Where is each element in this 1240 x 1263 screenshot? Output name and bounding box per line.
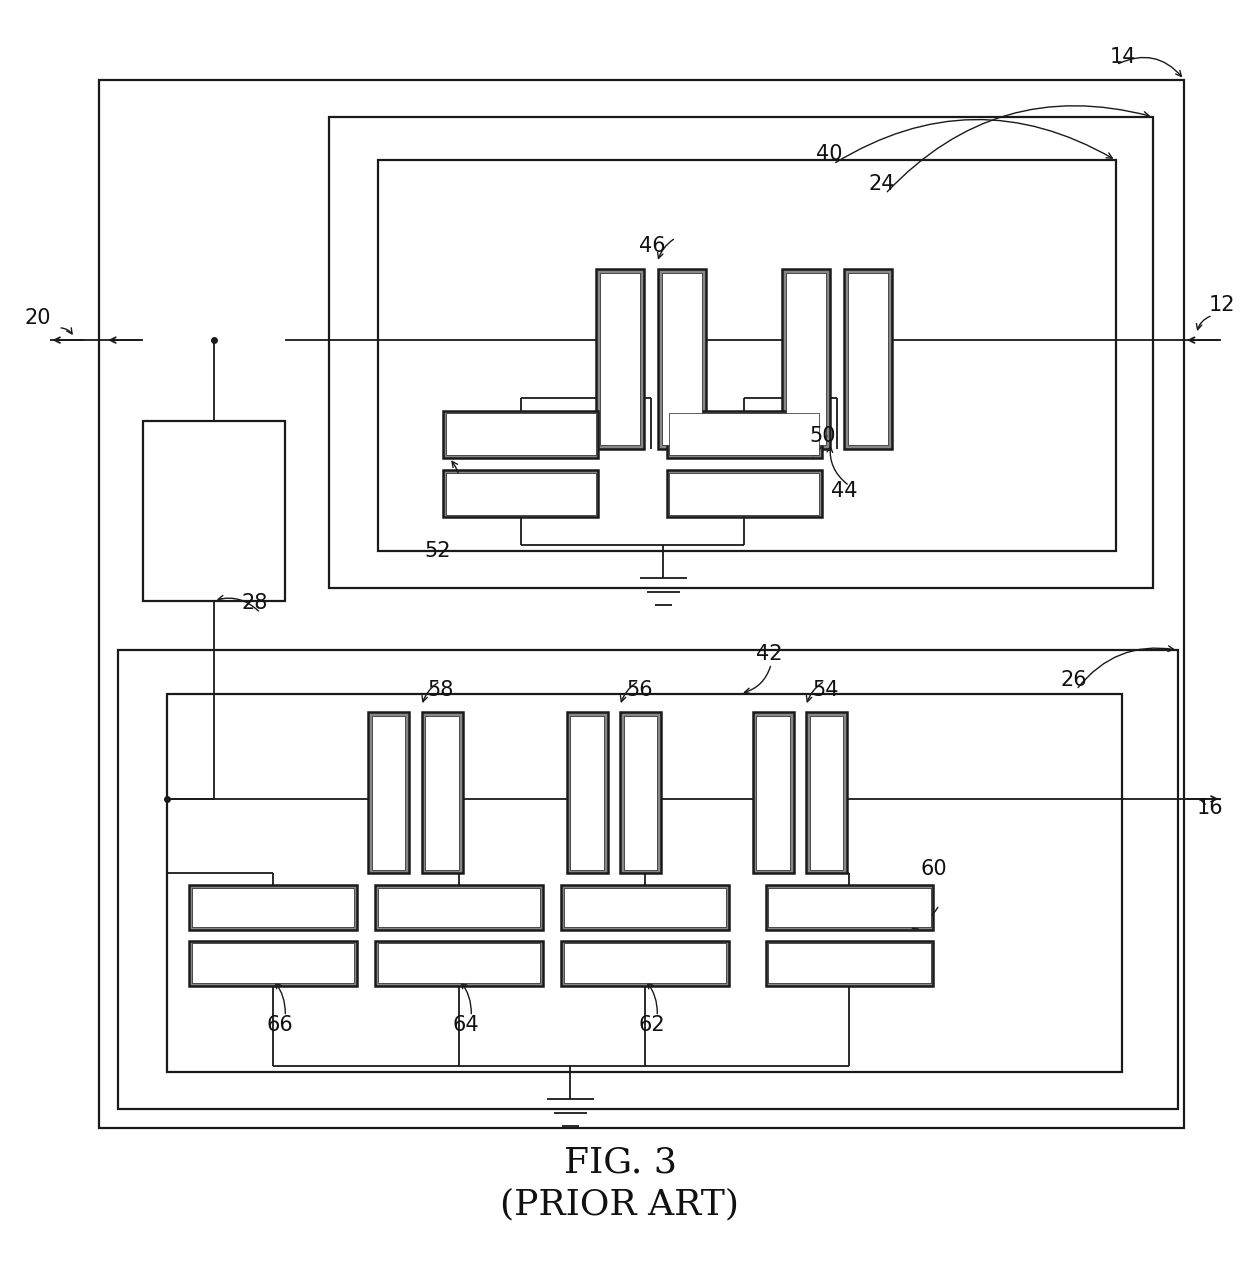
Bar [596,269,644,448]
Bar [446,413,595,456]
Text: 28: 28 [242,592,268,613]
Bar [567,712,608,873]
Bar [143,421,285,600]
Text: 26: 26 [1060,669,1086,690]
Bar [810,716,843,870]
Text: 50: 50 [808,426,836,446]
Bar [570,716,604,870]
Text: 60: 60 [920,859,947,879]
Bar [118,650,1178,1109]
Text: 52: 52 [424,541,451,561]
Bar [667,470,821,518]
Bar [844,269,892,448]
Text: 44: 44 [831,481,857,500]
Bar [806,712,847,873]
Bar [782,269,830,448]
Bar [667,410,821,458]
Bar [756,716,790,870]
Text: 40: 40 [816,144,842,164]
Text: 64: 64 [453,1015,479,1036]
Bar [662,273,702,445]
Bar [444,470,598,518]
Bar [446,472,595,515]
Bar [372,716,405,870]
Bar [769,888,930,927]
Text: 24: 24 [868,174,894,193]
Bar [191,888,355,927]
Bar [368,712,409,873]
Bar [600,273,640,445]
Bar [425,716,459,870]
Text: 66: 66 [267,1015,294,1036]
Bar [378,160,1116,551]
Bar [188,941,357,985]
Bar [620,712,661,873]
Text: 54: 54 [812,679,838,700]
Bar [848,273,888,445]
Bar [560,885,729,930]
Text: 46: 46 [639,236,665,256]
Text: 56: 56 [626,679,652,700]
Bar [766,941,934,985]
Bar [377,943,541,983]
Bar [99,80,1184,1128]
Bar [563,943,727,983]
Bar [769,943,930,983]
Bar [753,712,794,873]
Text: 12: 12 [1209,296,1235,316]
Text: 14: 14 [1110,47,1136,67]
Text: 20: 20 [25,308,51,327]
Text: (PRIOR ART): (PRIOR ART) [501,1187,739,1221]
Text: FIG. 3: FIG. 3 [563,1146,677,1180]
Text: 16: 16 [1197,797,1223,817]
Bar [670,413,818,456]
Text: 62: 62 [639,1015,665,1036]
Bar [374,885,543,930]
Bar [786,273,826,445]
Bar [422,712,463,873]
Bar [670,472,818,515]
Bar [560,941,729,985]
Bar [167,693,1122,1072]
Bar [624,716,657,870]
Bar [563,888,727,927]
Bar [329,117,1153,589]
Bar [444,410,598,458]
Bar [191,943,355,983]
Bar [377,888,541,927]
Bar [766,885,934,930]
Bar [658,269,706,448]
Bar [188,885,357,930]
Text: 58: 58 [428,679,454,700]
Text: 42: 42 [756,644,782,664]
Bar [374,941,543,985]
